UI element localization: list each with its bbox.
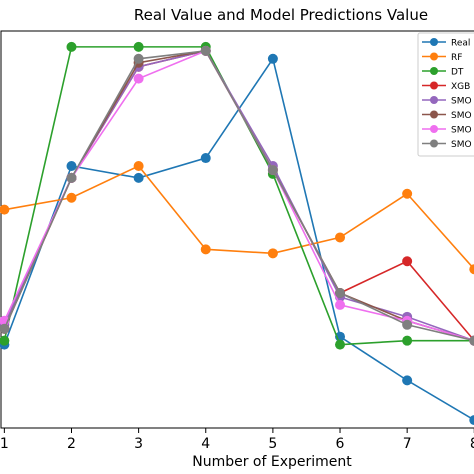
x-tick-label: 1	[0, 436, 9, 452]
legend-marker	[430, 52, 438, 61]
data-point	[267, 164, 278, 175]
data-point	[200, 244, 211, 255]
data-point	[133, 53, 144, 64]
data-point	[469, 335, 474, 346]
series-line	[3, 49, 474, 342]
data-point	[469, 415, 474, 426]
data-point	[66, 160, 77, 171]
legend-marker	[430, 125, 438, 133]
x-axis-ticks: 1 2 3 4 5 6 7 8	[0, 428, 474, 452]
data-point	[402, 375, 413, 386]
data-point	[335, 288, 346, 299]
series-group	[0, 45, 474, 346]
data-point	[66, 41, 77, 52]
x-tick-label: 6	[336, 436, 345, 452]
series-group	[0, 160, 474, 275]
data-point	[133, 73, 144, 84]
data-point	[66, 192, 77, 203]
data-point	[0, 323, 10, 334]
series-group	[0, 53, 474, 426]
legend-marker	[430, 139, 438, 148]
chart-title: Real Value and Model Predictions Value	[134, 6, 428, 24]
x-tick-label: 4	[201, 436, 210, 452]
plot-frame	[0, 30, 474, 429]
legend: Real RF DT XGB SMO SMO SMO SMO	[417, 32, 474, 157]
data-point	[0, 204, 10, 215]
data-point	[200, 45, 211, 56]
data-point	[133, 160, 144, 171]
x-tick-label: 2	[67, 436, 76, 452]
x-tick-label: 5	[268, 436, 277, 452]
data-point	[66, 172, 77, 183]
legend-label: DT	[451, 68, 464, 78]
x-axis-title: Number of Experiment	[192, 454, 352, 470]
data-point	[402, 335, 413, 346]
legend-marker	[430, 110, 438, 119]
legend-label: SMO	[451, 111, 472, 121]
legend-label: RF	[451, 53, 462, 63]
data-point	[335, 339, 346, 350]
data-point	[469, 264, 474, 275]
legend-marker	[430, 67, 438, 75]
data-point	[133, 41, 144, 52]
x-tick-label: 3	[134, 436, 143, 452]
x-tick-label: 7	[403, 436, 412, 452]
data-point	[402, 319, 413, 330]
legend-label: Real	[451, 39, 470, 49]
legend-label: SMO	[451, 126, 472, 136]
data-point	[402, 256, 413, 267]
data-point	[335, 232, 346, 243]
legend-label: XGB	[451, 82, 470, 92]
series-line	[4, 164, 474, 270]
data-point	[200, 153, 211, 164]
data-point	[0, 335, 10, 346]
data-point	[402, 188, 413, 199]
legend-marker	[430, 96, 438, 104]
data-point	[267, 248, 278, 259]
series-line	[3, 56, 474, 421]
legend-label: SMO	[451, 140, 472, 150]
data-point	[267, 53, 278, 64]
legend-marker	[430, 38, 438, 46]
data-point	[335, 299, 346, 310]
legend-marker	[430, 81, 438, 90]
x-tick-label: 8	[470, 436, 474, 452]
series-layer	[0, 41, 474, 426]
legend-box	[417, 32, 474, 157]
legend-label: SMO	[451, 97, 472, 107]
data-point	[133, 172, 144, 183]
